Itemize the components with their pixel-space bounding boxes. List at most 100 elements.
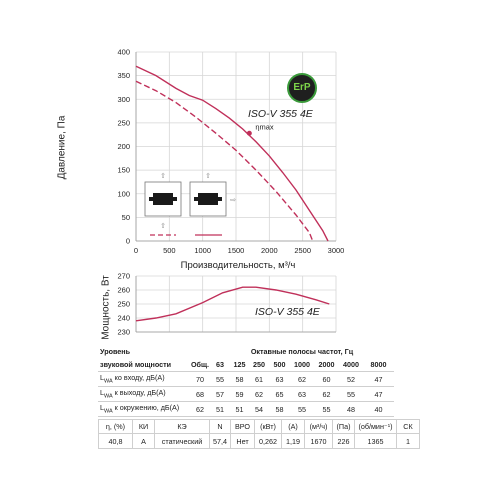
motor-value-cell: A (132, 433, 155, 449)
airflow-arrow-icon: ⇧ (160, 222, 166, 230)
x-tick-label: 1000 (194, 246, 211, 255)
sound-row-label-symbol: L (100, 373, 104, 383)
max-efficiency-label: ηmax (255, 122, 274, 131)
schematic-fan-flange (149, 197, 177, 201)
motor-header-row: η, (%) КИ КЭ N ВРО (кВт) (А) (м³/ч) (Па) (об/мин⁻… (98, 419, 420, 434)
motor-header-cell: (Па) (332, 419, 355, 434)
sound-column-header: 2000 (314, 358, 339, 372)
y-tick-label: 270 (117, 272, 130, 281)
sound-column-header: 1000 (290, 358, 314, 372)
sound-value-cell: 62 (314, 386, 339, 402)
motor-value-cell: 1670 (304, 433, 333, 449)
sound-table-row: LWA к окружению, дБ(А) 62 51 51 54 58 55 55 48 40 (98, 401, 394, 417)
power-curve (135, 286, 330, 322)
motor-header-cell: (м³/ч) (304, 419, 333, 434)
y-tick-label: 300 (117, 95, 130, 104)
y-tick-label: 200 (117, 142, 130, 151)
y-tick-label: 0 (126, 237, 130, 246)
sound-value-cell: 63 (290, 386, 314, 402)
schematic-duct-mount (189, 181, 227, 217)
sound-row-label-text: ко входу, дБ(А) (112, 373, 165, 383)
sound-table-title-1: Уровень (100, 347, 131, 356)
sound-column-header: Общ. (190, 358, 210, 372)
sound-row-label-text: к окружению, дБ(А) (112, 403, 180, 413)
airflow-arrow-icon: ⇧ (205, 172, 211, 180)
pressure-curve-solid (135, 65, 329, 242)
y-tick-label: 50 (122, 213, 130, 222)
sound-row-label-subscript: WA (104, 393, 113, 400)
schematic-fan-flange (194, 197, 222, 201)
sound-row-label: LWA к выходу, дБ(А) (98, 386, 190, 402)
sound-value-cell: 51 (210, 401, 230, 417)
pressure-chart: 0 500 1000 1500 2000 2500 3000 0 50 100 150 200 250 3… (117, 48, 345, 271)
x-tick-label: 2000 (261, 246, 278, 255)
sound-table-row: LWA к выходу, дБ(А) 68 57 59 62 65 63 62 55 47 (98, 386, 394, 402)
sound-row-label-symbol: L (100, 388, 104, 398)
octave-header: Октавные полосы частот, Гц (250, 347, 354, 356)
sound-column-header: 125 (230, 358, 249, 372)
motor-data-table: η, (%) КИ КЭ N ВРО (кВт) (А) (м³/ч) (Па) (об/мин⁻… (98, 419, 420, 449)
y-tick-label: 350 (117, 71, 130, 80)
sound-value-cell: 54 (249, 401, 269, 417)
pressure-curve-dashed (135, 80, 314, 242)
sound-value-cell: 55 (290, 401, 314, 417)
sound-value-cell: 62 (290, 371, 314, 387)
sound-value-cell: 60 (314, 371, 339, 387)
sound-value-cell: 62 (249, 386, 269, 402)
sound-value-cell: 58 (230, 371, 249, 387)
sound-row-label: LWA ко входу, дБ(А) (98, 371, 190, 387)
airflow-arrow-icon: ⇧ (160, 172, 166, 180)
sound-column-header: 63 (210, 358, 230, 372)
sound-value-cell: 59 (230, 386, 249, 402)
motor-header-cell: СК (396, 419, 420, 434)
sound-row-label-symbol: L (100, 403, 104, 413)
mounting-schematic: ⇧ ⇧ ⇧ ⇨ (144, 172, 236, 236)
y-tick-label: 400 (117, 48, 130, 57)
model-annotation: ISO-V 355 4E (255, 306, 321, 318)
x-tick-label: 3000 (328, 246, 345, 255)
sound-value-cell: 57 (210, 386, 230, 402)
sound-value-cell: 55 (314, 401, 339, 417)
sound-value-cell: 62 (190, 401, 210, 417)
motor-header-cell: η, (%) (98, 419, 133, 434)
sound-column-header: 500 (269, 358, 290, 372)
sound-value-cell: 40 (363, 401, 394, 417)
sound-table-title-2: звуковой мощности (98, 358, 190, 372)
sound-value-cell: 68 (190, 386, 210, 402)
x-axis-label: Производительность, м³/ч (181, 260, 296, 270)
motor-header-cell: (кВт) (254, 419, 282, 434)
x-tick-label: 500 (163, 246, 176, 255)
sound-value-cell: 48 (339, 401, 363, 417)
erp-badge: ErP (287, 73, 317, 103)
motor-header-cell: (об/мин⁻¹) (354, 419, 397, 434)
y-tick-label: 260 (117, 286, 130, 295)
motor-header-cell: КЭ (154, 419, 210, 434)
motor-value-cell: статический (154, 433, 210, 449)
sound-value-cell: 51 (230, 401, 249, 417)
sound-column-header: 4000 (339, 358, 363, 372)
motor-header-cell: N (209, 419, 231, 434)
y-tick-label: 100 (117, 189, 130, 198)
schematic-wall-mount (144, 181, 182, 217)
max-efficiency-point (246, 130, 252, 136)
y-tick-label: 250 (117, 300, 130, 309)
y-tick-label: 240 (117, 314, 130, 323)
y-tick-label: 230 (117, 328, 130, 337)
sound-value-cell: 65 (269, 386, 290, 402)
motor-header-cell: ВРО (230, 419, 255, 434)
motor-value-cell: 40,8 (98, 433, 133, 449)
motor-value-cell: Нет (230, 433, 255, 449)
sound-column-header: 250 (249, 358, 269, 372)
motor-value-cell: 226 (332, 433, 355, 449)
motor-value-cell: 1365 (354, 433, 397, 449)
sound-value-cell: 70 (190, 371, 210, 387)
motor-value-cell: 1,19 (281, 433, 305, 449)
power-chart: 230 240 250 260 270 ISO-V 355 4E (117, 272, 337, 337)
sound-value-cell: 61 (249, 371, 269, 387)
motor-header-cell: (А) (281, 419, 305, 434)
sound-row-label-subscript: WA (104, 408, 113, 415)
y-tick-label: 250 (117, 118, 130, 127)
sound-column-header: 8000 (363, 358, 394, 372)
x-tick-label: 1500 (228, 246, 245, 255)
